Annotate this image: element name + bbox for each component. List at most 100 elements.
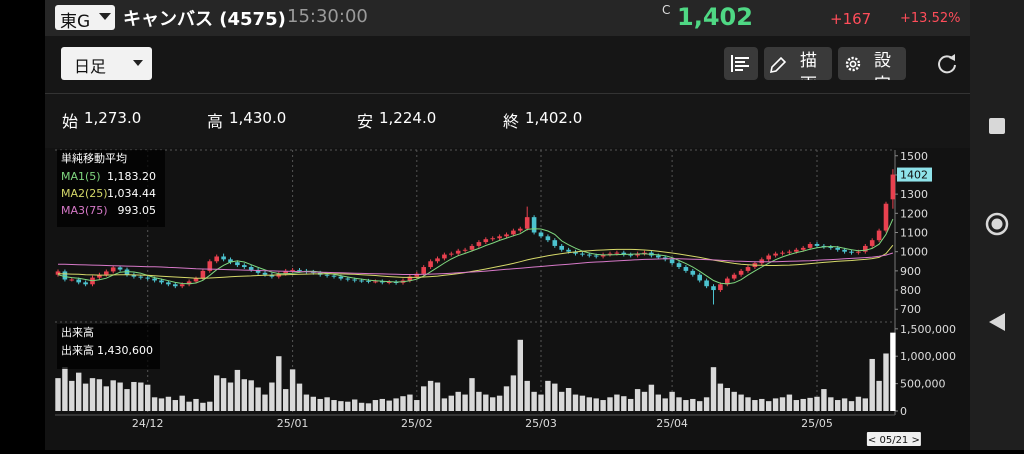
system-nav	[970, 0, 1024, 450]
volume-bar	[648, 384, 655, 411]
y-tick-label: 1200	[900, 207, 928, 220]
home-button[interactable]	[985, 212, 1009, 236]
candle-body	[255, 269, 261, 273]
back-button[interactable]	[989, 313, 1005, 331]
volume-bar	[510, 375, 517, 411]
volume-bar	[731, 391, 737, 411]
candle-body	[262, 272, 268, 275]
volume-bar	[214, 375, 220, 411]
candle-body	[62, 271, 68, 280]
volume-bar	[124, 389, 130, 411]
candle-body	[745, 267, 751, 271]
recents-button[interactable]	[989, 118, 1005, 134]
volume-bar	[283, 389, 289, 411]
ohlc-value: 1,224.0	[379, 109, 437, 127]
legend-bg	[57, 150, 165, 227]
candle-body	[814, 244, 820, 246]
candle-body	[593, 255, 599, 257]
volume-bar	[421, 386, 427, 411]
volume-bar	[200, 402, 206, 411]
volume-bar	[324, 397, 330, 411]
volume-bar	[352, 399, 358, 411]
volume-bar	[110, 380, 116, 411]
volume-bar	[82, 383, 89, 411]
volume-bar	[62, 367, 68, 411]
volume-bar	[697, 401, 703, 411]
cursor-box	[866, 432, 921, 446]
volume-bar	[628, 398, 634, 411]
volume-bar	[441, 398, 448, 411]
candle-body	[421, 267, 426, 274]
candle-body	[242, 265, 247, 268]
draw-button[interactable]: 描画	[764, 47, 832, 80]
chart: 7008009001000110012001300140015000500,00…	[55, 149, 956, 446]
volume-bar	[227, 382, 234, 411]
dropdown-arrow	[99, 13, 111, 20]
volume-bar	[759, 398, 765, 411]
draw-label: 描画	[800, 51, 817, 80]
market-dropdown[interactable]: 東G	[55, 5, 115, 32]
period-dropdown[interactable]: 日足	[61, 47, 152, 80]
candle-body	[718, 284, 723, 291]
ohlc-value: 1,273.0	[84, 109, 142, 127]
candle-body	[566, 249, 571, 252]
candle-body	[683, 267, 689, 271]
candle-body	[476, 242, 482, 246]
x-tick-label: 25/03	[525, 417, 557, 430]
header-bar: 東G キャンバス (4575) 15:30:00 C 1,402 +167 +1…	[45, 0, 970, 36]
volume-bar	[869, 358, 875, 411]
volume-bar	[317, 398, 323, 411]
candle-body	[345, 278, 351, 280]
indicator-button[interactable]	[724, 47, 758, 80]
candle-body	[711, 286, 716, 291]
nav-icons	[985, 118, 1009, 331]
candle-body	[469, 245, 475, 250]
candle-body	[380, 281, 385, 283]
candle-body	[869, 240, 875, 246]
candle-body	[490, 238, 495, 240]
x-tick-label: 25/02	[401, 417, 433, 430]
candle-body	[773, 253, 778, 256]
gear-icon	[845, 56, 861, 72]
candle-body	[856, 251, 861, 253]
volume-bar	[186, 401, 192, 411]
volume-bar	[455, 391, 461, 411]
volume-bar	[517, 339, 523, 411]
volume-bar	[269, 382, 275, 411]
volume-bar	[55, 378, 61, 411]
volume-bar	[490, 397, 496, 411]
candle-body	[442, 254, 447, 259]
volume-bar	[89, 378, 96, 411]
volume-bar	[814, 396, 820, 411]
candle-body	[849, 251, 854, 253]
volume-bar	[255, 387, 261, 411]
candle-body	[573, 251, 578, 254]
candle-body	[200, 270, 206, 279]
volume-bar	[538, 394, 544, 411]
candle-body	[173, 284, 178, 287]
candle-body	[780, 252, 785, 254]
volume-bar	[469, 378, 475, 411]
volume-bar	[621, 396, 627, 411]
settings-button[interactable]: 設定	[838, 47, 906, 80]
volume-bar	[821, 389, 827, 411]
candle-body	[269, 274, 275, 277]
volume-bar	[655, 394, 661, 411]
candle-body	[414, 273, 420, 277]
volume-bar	[876, 380, 882, 411]
ma-line	[57, 252, 894, 275]
candle-body	[152, 278, 157, 281]
volume-bar	[241, 379, 247, 411]
y-tick-label: 700	[900, 303, 921, 316]
refresh-button[interactable]	[936, 53, 958, 75]
x-tick-label: 24/12	[132, 417, 164, 430]
candle-body	[807, 244, 813, 248]
cursor-label: < 05/21 >	[868, 435, 920, 446]
volume-bar	[310, 396, 316, 411]
volume-bar	[524, 380, 530, 411]
candle-body	[462, 249, 468, 251]
volume-bar	[338, 401, 344, 411]
volume-bar	[262, 394, 268, 411]
volume-bar	[296, 383, 303, 411]
